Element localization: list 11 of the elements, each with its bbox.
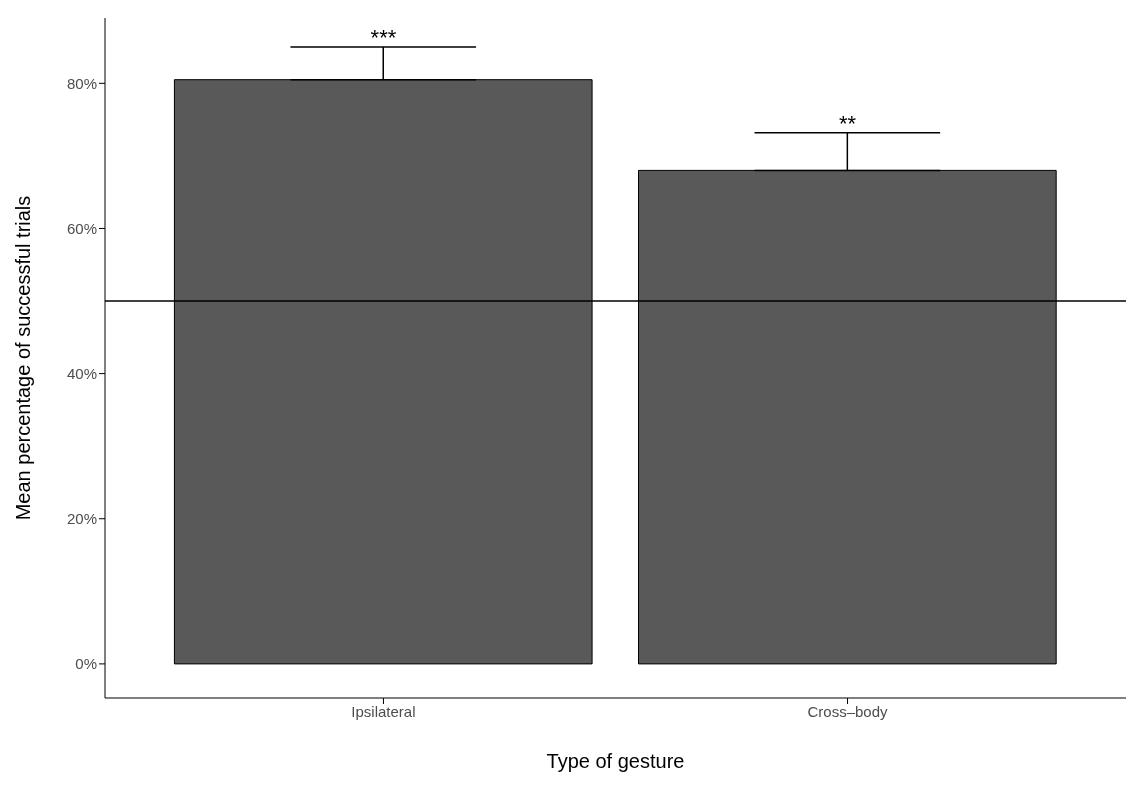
- y-tick-label: 80%: [66, 74, 97, 92]
- annotation: ***: [370, 25, 397, 51]
- x-axis-title: Type of gesture: [546, 750, 685, 772]
- y-axis-title: Mean percentage of successful trials: [12, 195, 35, 521]
- y-tick-label: 40%: [66, 364, 97, 382]
- y-tick-label: 0%: [75, 655, 97, 673]
- y-tick-label: 60%: [66, 219, 97, 237]
- annotation: **: [838, 110, 857, 136]
- x-tick-label: Cross–body: [807, 702, 889, 720]
- y-tick-label: 20%: [66, 510, 97, 528]
- x-tick-label: Ipsilateral: [351, 702, 416, 720]
